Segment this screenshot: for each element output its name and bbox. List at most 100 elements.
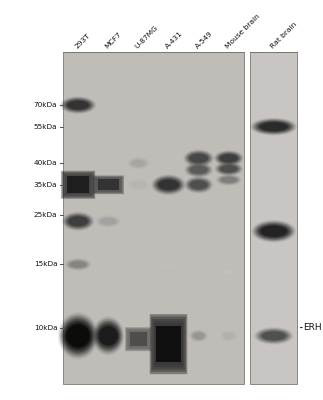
Ellipse shape <box>259 225 288 238</box>
Ellipse shape <box>217 163 241 175</box>
Bar <box>67 176 89 193</box>
Bar <box>63 52 244 384</box>
Ellipse shape <box>219 165 238 173</box>
Ellipse shape <box>256 328 292 344</box>
Ellipse shape <box>67 216 89 227</box>
Ellipse shape <box>215 151 242 165</box>
Text: 10kDa: 10kDa <box>34 324 57 330</box>
Ellipse shape <box>189 153 209 163</box>
Ellipse shape <box>98 325 119 347</box>
Ellipse shape <box>217 174 241 185</box>
Ellipse shape <box>157 179 180 191</box>
Ellipse shape <box>162 261 175 268</box>
FancyBboxPatch shape <box>64 174 92 196</box>
Ellipse shape <box>188 179 209 190</box>
Ellipse shape <box>161 261 176 268</box>
Ellipse shape <box>93 318 123 354</box>
Ellipse shape <box>191 331 206 341</box>
Ellipse shape <box>190 330 208 342</box>
Ellipse shape <box>67 101 89 110</box>
FancyBboxPatch shape <box>125 327 151 351</box>
Ellipse shape <box>98 217 119 226</box>
FancyBboxPatch shape <box>153 321 183 367</box>
Text: 15kDa: 15kDa <box>34 262 57 268</box>
Text: 55kDa: 55kDa <box>34 124 57 130</box>
Ellipse shape <box>162 261 176 268</box>
Ellipse shape <box>193 262 204 267</box>
Ellipse shape <box>192 260 206 269</box>
Ellipse shape <box>100 218 116 224</box>
Ellipse shape <box>258 122 289 132</box>
Ellipse shape <box>193 261 205 268</box>
Ellipse shape <box>189 154 208 163</box>
Ellipse shape <box>185 162 213 178</box>
Ellipse shape <box>63 213 93 230</box>
Ellipse shape <box>260 226 287 237</box>
Bar <box>250 52 297 384</box>
Ellipse shape <box>254 222 294 241</box>
FancyBboxPatch shape <box>96 178 121 192</box>
Ellipse shape <box>255 328 293 344</box>
Ellipse shape <box>154 176 183 193</box>
FancyBboxPatch shape <box>63 173 93 196</box>
FancyBboxPatch shape <box>66 175 90 194</box>
Ellipse shape <box>190 180 207 189</box>
Ellipse shape <box>223 269 235 275</box>
Ellipse shape <box>187 152 211 165</box>
Ellipse shape <box>186 177 212 192</box>
Ellipse shape <box>129 180 148 190</box>
Text: 293T: 293T <box>74 32 91 50</box>
Ellipse shape <box>218 153 240 164</box>
Text: Rat brain: Rat brain <box>269 22 298 50</box>
FancyBboxPatch shape <box>155 324 182 364</box>
Ellipse shape <box>256 223 291 239</box>
Ellipse shape <box>186 163 212 177</box>
Ellipse shape <box>190 330 207 342</box>
Ellipse shape <box>193 332 205 340</box>
FancyBboxPatch shape <box>126 328 151 350</box>
Ellipse shape <box>159 217 178 226</box>
Ellipse shape <box>187 164 210 176</box>
Ellipse shape <box>64 214 92 229</box>
Ellipse shape <box>221 331 237 341</box>
Ellipse shape <box>191 331 206 340</box>
Ellipse shape <box>61 97 95 114</box>
Ellipse shape <box>162 219 175 224</box>
Ellipse shape <box>253 119 295 134</box>
Ellipse shape <box>131 160 146 167</box>
FancyBboxPatch shape <box>93 176 123 193</box>
Ellipse shape <box>258 224 290 238</box>
Ellipse shape <box>221 262 236 269</box>
Text: MCF7: MCF7 <box>104 31 123 50</box>
Text: 70kDa: 70kDa <box>34 102 57 108</box>
FancyBboxPatch shape <box>150 314 187 374</box>
Ellipse shape <box>153 176 184 194</box>
Ellipse shape <box>59 314 97 358</box>
Ellipse shape <box>152 175 185 195</box>
Ellipse shape <box>217 152 240 164</box>
Ellipse shape <box>130 180 147 189</box>
Ellipse shape <box>214 151 243 166</box>
Ellipse shape <box>68 260 88 269</box>
Ellipse shape <box>158 180 179 190</box>
Ellipse shape <box>129 158 148 168</box>
FancyBboxPatch shape <box>127 329 150 349</box>
Ellipse shape <box>193 262 204 268</box>
Ellipse shape <box>220 176 237 183</box>
FancyBboxPatch shape <box>92 176 124 194</box>
Ellipse shape <box>131 181 146 188</box>
Ellipse shape <box>189 180 208 190</box>
Ellipse shape <box>216 152 241 165</box>
Ellipse shape <box>160 218 177 225</box>
Bar <box>130 332 147 346</box>
Ellipse shape <box>185 176 213 193</box>
Ellipse shape <box>190 166 207 174</box>
Ellipse shape <box>131 160 145 166</box>
FancyBboxPatch shape <box>129 331 148 347</box>
Ellipse shape <box>193 333 204 339</box>
Ellipse shape <box>65 214 91 228</box>
Ellipse shape <box>131 182 145 188</box>
Ellipse shape <box>186 164 211 176</box>
Ellipse shape <box>189 165 208 174</box>
FancyBboxPatch shape <box>152 319 185 369</box>
